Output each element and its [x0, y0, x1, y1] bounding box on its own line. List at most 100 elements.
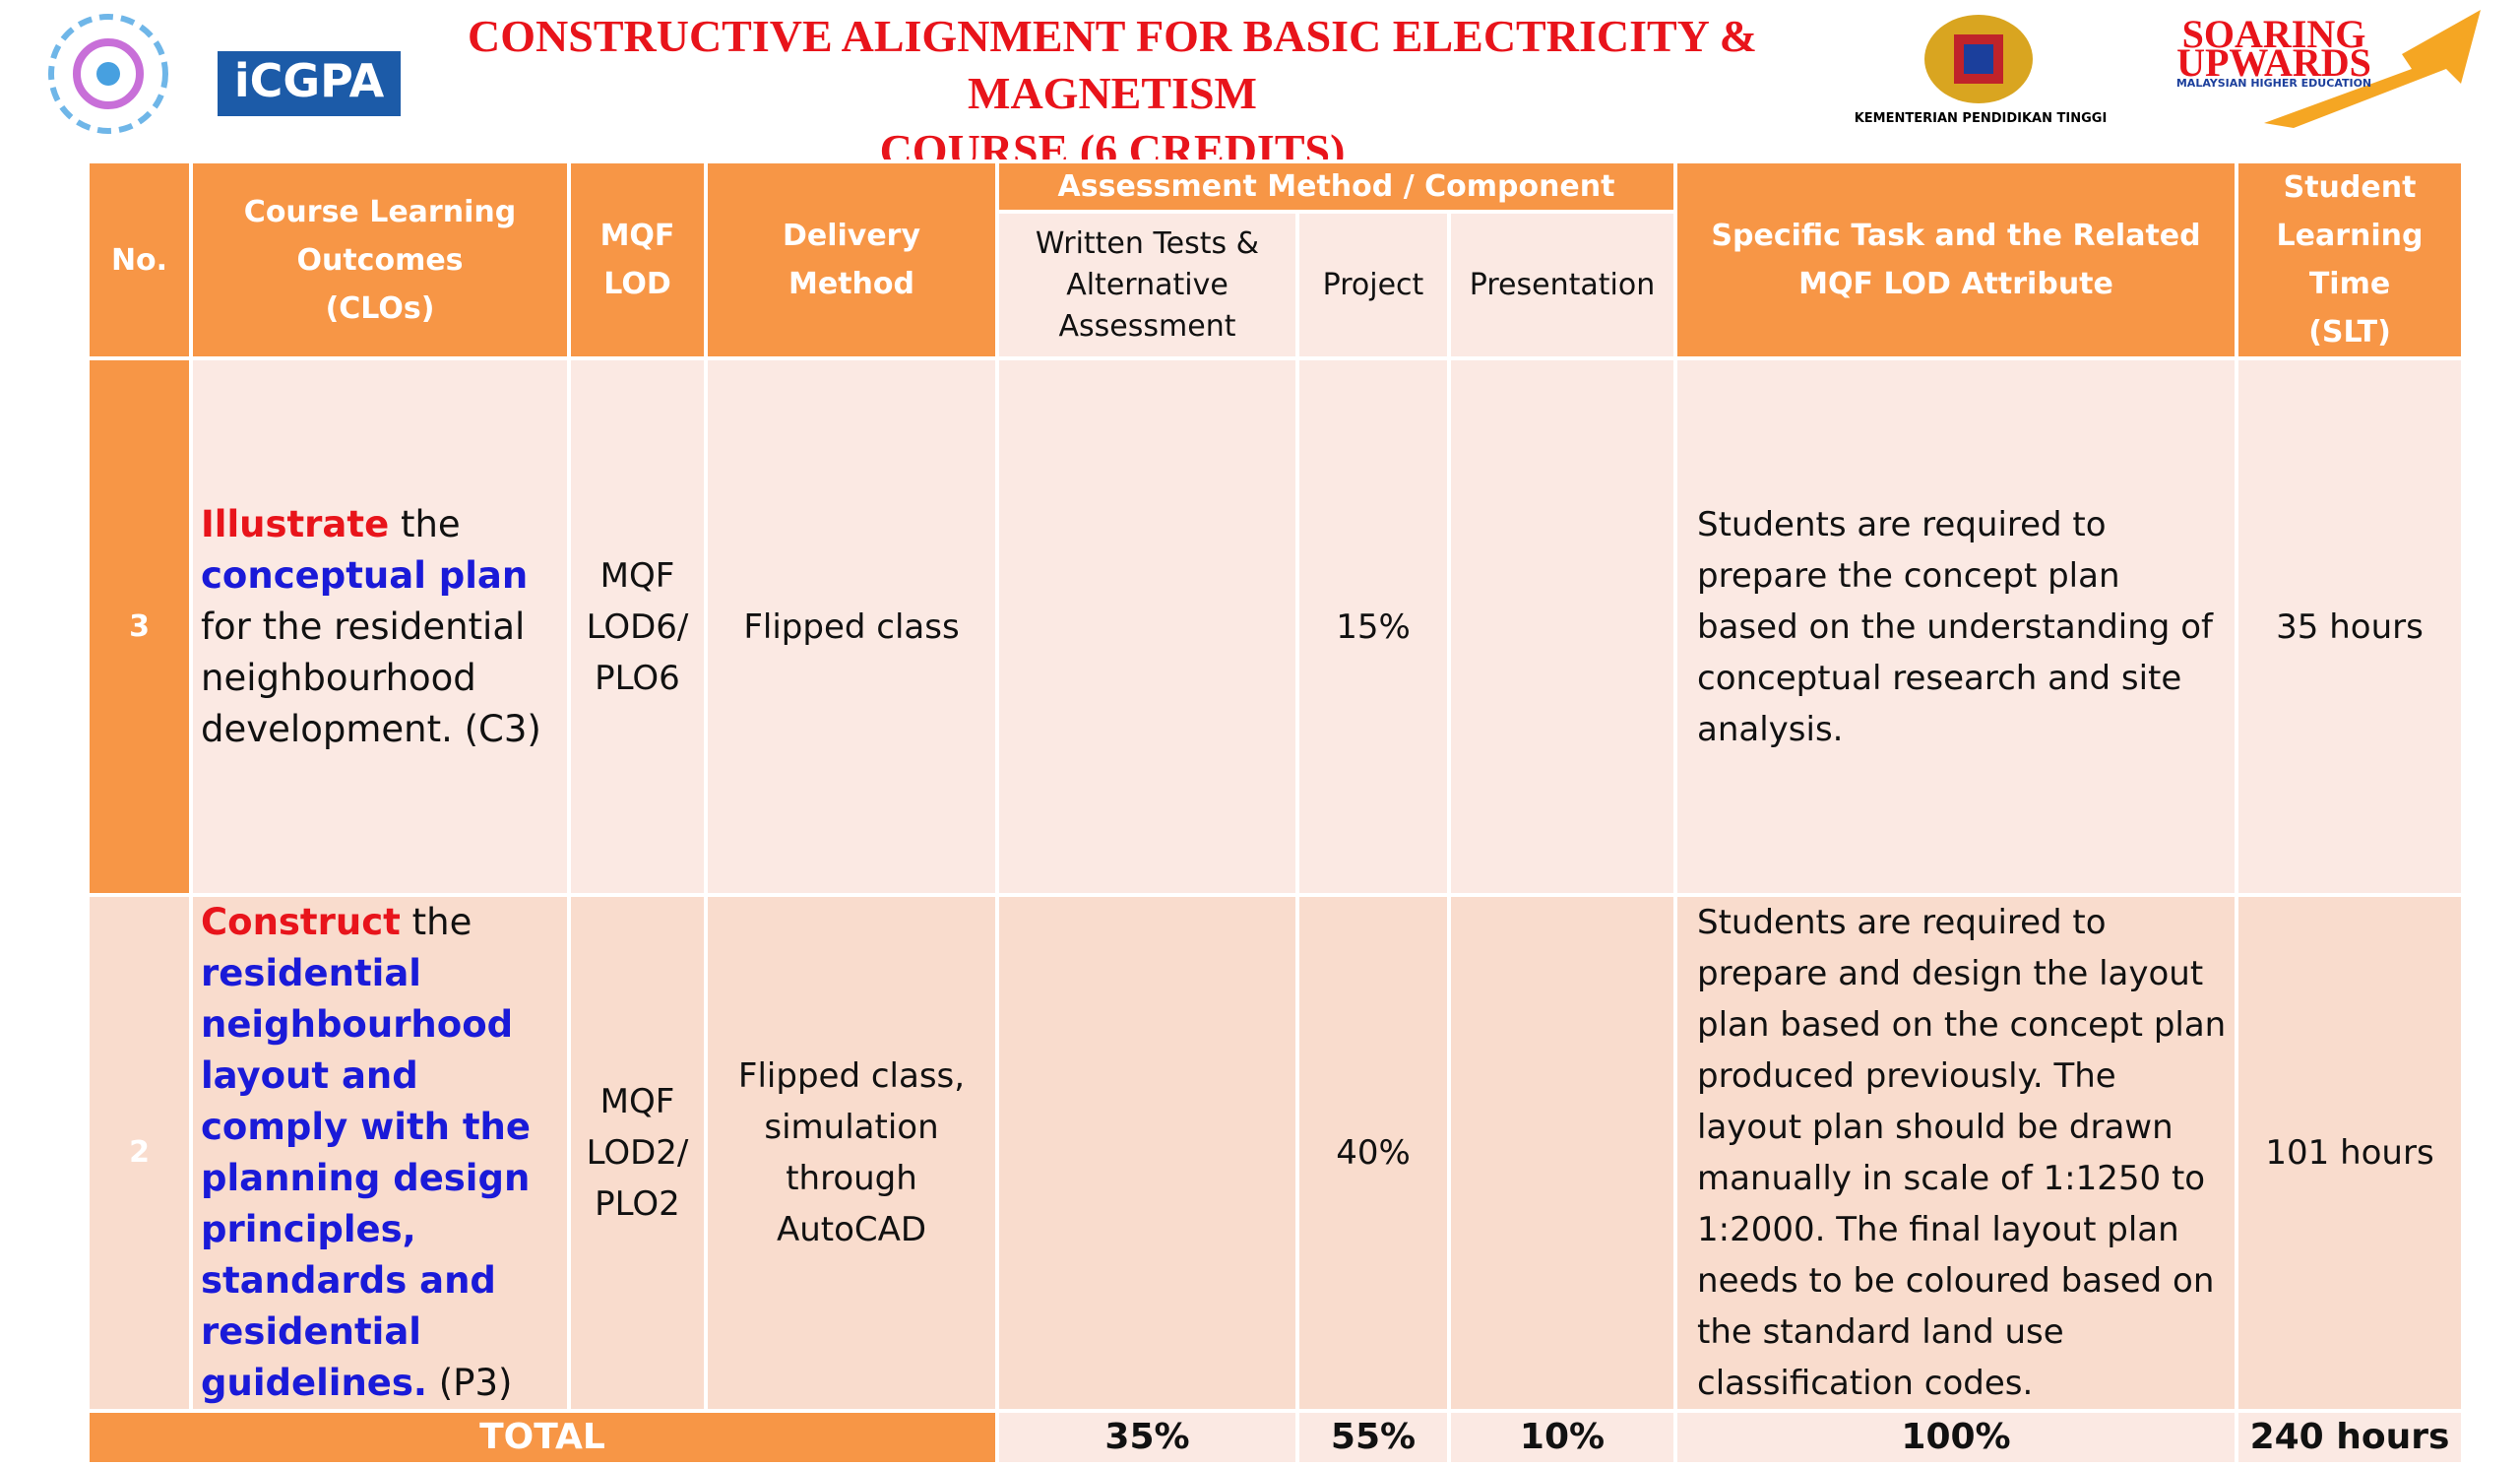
text-line: LOD: [603, 267, 671, 301]
slt-cell: 101 hours: [2235, 893, 2466, 1413]
soaring-text: UPWARDS: [2176, 40, 2371, 85]
text-line: Delivery: [782, 219, 921, 253]
header-cell: MQF LOD: [567, 159, 708, 360]
subheader-cell: Presentation: [1446, 210, 1678, 360]
subheader-cell: Project: [1295, 210, 1451, 360]
crest: [1924, 15, 2033, 103]
text-line: through AutoCAD: [776, 1159, 927, 1249]
data-row: 3 Illustrate the conceptual plan for the …: [86, 356, 2466, 897]
soaring-text: SOARING: [2182, 12, 2366, 56]
task-cell: Students are required to prepare the con…: [1673, 356, 2239, 897]
text: 35 hours: [2276, 606, 2424, 647]
text-line: Flipped class: [743, 606, 960, 647]
text-line: Course Learning: [243, 194, 517, 229]
total-slt: 240 hours: [2235, 1409, 2466, 1466]
text-line: (CLOs): [325, 290, 435, 326]
page: CONSTRUCTIVE ALIGNMENT FOR BASIC ELECTRI…: [48, 10, 2481, 1466]
text-line: Assessment: [1058, 308, 1236, 344]
total-label: TOTAL: [86, 1409, 999, 1466]
clo-segment: the: [389, 502, 461, 545]
clo-cell: Illustrate the conceptual plan for the r…: [189, 356, 571, 897]
text: 2: [129, 1135, 150, 1170]
text-line: PLO6: [595, 658, 680, 698]
text-line: Specific Task and the Related: [1711, 219, 2201, 253]
written-cell: [995, 356, 1299, 897]
header-row: Written Tests & Alternative Assessment Proj…: [88, 210, 2463, 360]
header-row: No. Course Learning Outcomes (CLOs) MQF LOD De…: [86, 159, 2466, 360]
header-cell: Specific Task and the Related MQF LOD Att…: [1673, 159, 2239, 360]
clo-segment: conceptual plan: [201, 553, 529, 597]
text: 101 hours: [2265, 1133, 2434, 1173]
icgpa-text: iCGPA: [234, 54, 385, 107]
data-row: 2 Construct the residential neighbourhood…: [86, 893, 2466, 1413]
project-cell: 40%: [1295, 893, 1451, 1413]
text: No.: [110, 242, 168, 278]
lod-cell: MQF LOD2/PLO2: [567, 893, 708, 1413]
text: 3: [129, 608, 150, 644]
header-cell: Course Learning Outcomes (CLOs): [189, 159, 571, 360]
task-cell: Students are required to prepare and des…: [1673, 893, 2239, 1413]
row-number: 3: [86, 356, 193, 897]
clo-cell: Construct the residential neighbourhood …: [189, 893, 571, 1413]
arrow: [2264, 10, 2481, 128]
text-line: LOD6/: [586, 606, 689, 647]
text-line: LOD2/: [586, 1133, 689, 1173]
lod-cell: MQF LOD6/PLO6: [567, 356, 708, 897]
total-project: 55%: [1295, 1409, 1451, 1466]
title-line: CONSTRUCTIVE ALIGNMENT FOR BASIC ELECTRI…: [468, 11, 1757, 118]
text: Presentation: [1469, 267, 1656, 302]
soaring-sub: MALAYSIAN HIGHER EDUCATION: [2176, 77, 2371, 90]
text: 100%: [1901, 1417, 2011, 1457]
icgpa-logo: [218, 51, 401, 116]
text: 35%: [1104, 1417, 1190, 1457]
text: Students are required to prepare and des…: [1697, 903, 2227, 1403]
presentation-cell: [1446, 893, 1678, 1413]
ministry-text: KEMENTERIAN PENDIDIKAN TINGGI: [1855, 111, 2108, 126]
clo-segment: residential neighbourhood layout and com…: [201, 952, 531, 1404]
text: 40%: [1336, 1133, 1411, 1173]
text: 240 hours: [2249, 1417, 2450, 1457]
text-line: Learning Time: [2276, 219, 2424, 301]
text: Project: [1322, 267, 1424, 302]
presentation-cell: [1446, 356, 1678, 897]
project-cell: 15%: [1295, 356, 1451, 897]
text-line: MQF LOD Attribute: [1798, 267, 2113, 301]
text: 15%: [1336, 606, 1411, 647]
text: TOTAL: [479, 1417, 605, 1457]
total-presentation: 10%: [1446, 1409, 1678, 1466]
text-line: Alternative: [1066, 267, 1228, 302]
clo-segment: Construct: [201, 901, 401, 943]
text-line: (SLT): [2308, 315, 2391, 350]
header-cell: No.: [86, 159, 193, 360]
text-line: MQF: [599, 1082, 675, 1121]
text-line: Student: [2283, 170, 2417, 205]
written-cell: [995, 893, 1299, 1413]
total-written: 35%: [995, 1409, 1299, 1466]
delivery-cell: Flipped class: [704, 356, 999, 897]
total-row: TOTAL 35% 55% 10% 100% 240 hours: [86, 1409, 2466, 1466]
alignment-table: No. Course Learning Outcomes (CLOs) MQF LOD De…: [86, 159, 2466, 1466]
header-cell: Delivery Method: [704, 159, 999, 360]
clo-segment: the: [400, 901, 472, 943]
text: Students are required to prepare the con…: [1697, 504, 2213, 749]
text-line: Flipped class,: [737, 1056, 966, 1096]
text-line: Outcomes: [296, 242, 464, 278]
text-line: Method: [788, 267, 914, 301]
clo-segment: (P3): [426, 1362, 513, 1404]
subheader-cell: Written Tests & Alternative Assessment: [995, 210, 1299, 360]
total-task: 100%: [1673, 1409, 2239, 1466]
row-number: 2: [86, 893, 193, 1413]
slt-cell: 35 hours: [2235, 356, 2466, 897]
text-line: MQF: [599, 219, 675, 253]
clo-segment: for the residential neighbourhood develo…: [201, 605, 541, 750]
text: Assessment Method / Component: [1057, 168, 1615, 204]
delivery-cell: Flipped class, simulation through AutoCAD: [704, 893, 999, 1413]
text: 55%: [1330, 1417, 1417, 1457]
text-line: PLO2: [595, 1184, 680, 1224]
text-line: Written Tests &: [1035, 225, 1260, 261]
text-line: MQF: [599, 555, 675, 596]
clo-segment: Illustrate: [201, 502, 390, 545]
text: 10%: [1519, 1417, 1606, 1457]
text-line: simulation: [764, 1108, 939, 1147]
header-cell: Assessment Method / Component: [994, 159, 1678, 215]
